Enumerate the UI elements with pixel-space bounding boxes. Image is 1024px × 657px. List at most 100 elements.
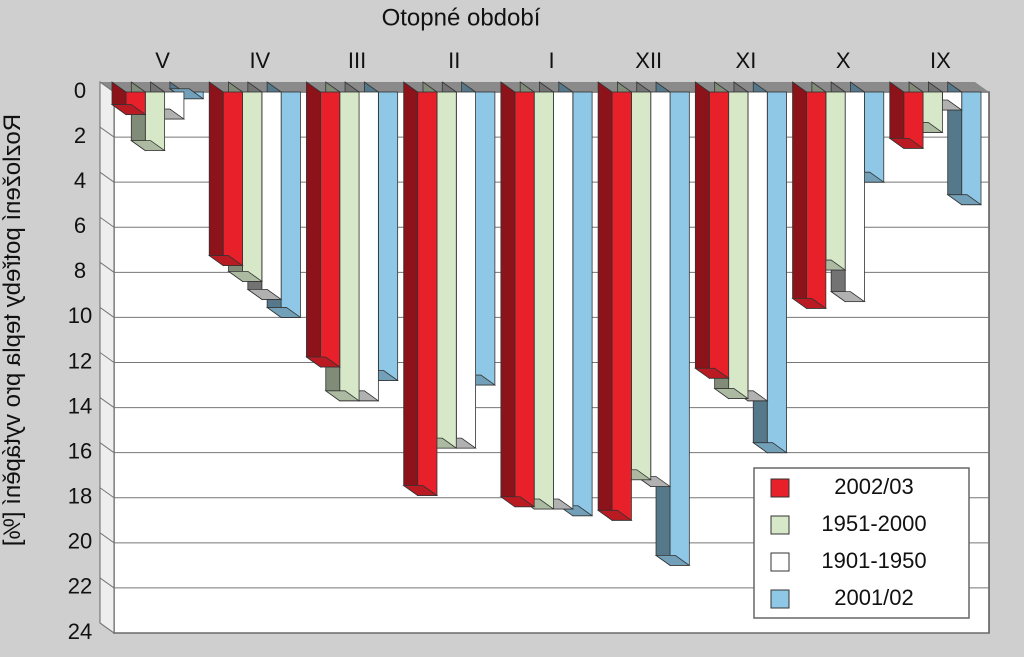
- bar: [499, 81, 536, 508]
- bar-side: [597, 81, 613, 522]
- bar-face: [728, 91, 749, 399]
- bar-end: [791, 297, 828, 309]
- bar-face: [377, 91, 399, 381]
- bar-end: [596, 509, 633, 521]
- bar-face: [844, 91, 865, 303]
- x-category-label: XI: [736, 48, 757, 73]
- bar-end: [227, 270, 264, 282]
- bar-face: [280, 91, 301, 318]
- bar: [305, 81, 341, 368]
- bar-side: [694, 81, 710, 380]
- legend-swatch: [770, 552, 790, 572]
- bar-end: [694, 367, 730, 379]
- gridline-depth: [99, 307, 115, 318]
- bar: [888, 81, 925, 150]
- bar: [946, 81, 983, 206]
- bar-face: [222, 91, 243, 266]
- bar-series: [110, 81, 983, 567]
- bar-face: [864, 91, 885, 183]
- gridline-depth: [99, 532, 115, 544]
- bar-end: [324, 390, 361, 402]
- x-category-label: X: [836, 48, 851, 73]
- bar-face: [611, 91, 632, 521]
- x-category-label: II: [448, 48, 460, 73]
- gridline-depth: [99, 577, 115, 589]
- bar-end: [246, 288, 283, 300]
- bar-face: [417, 91, 438, 496]
- x-category-label: IV: [249, 48, 270, 73]
- y-tick-label: 8: [74, 258, 86, 283]
- y-tick-label: 10: [68, 303, 92, 328]
- bar-end: [752, 442, 788, 454]
- x-category-label: XII: [635, 48, 662, 73]
- legend-label: 2002/03: [834, 474, 914, 499]
- bar-face: [747, 91, 768, 402]
- legend: 2002/03 1951-2000 1901-1950 2001/02: [753, 467, 970, 619]
- y-tick-label: 22: [68, 574, 92, 599]
- bar-side: [403, 81, 419, 497]
- x-category-label: I: [548, 48, 554, 73]
- bar-end: [829, 291, 866, 303]
- y-tick-label: 16: [68, 438, 92, 463]
- bar-end: [130, 140, 166, 152]
- bar-face: [436, 91, 457, 449]
- x-category-label: III: [348, 48, 366, 73]
- bar: [791, 81, 828, 310]
- bar-face: [766, 91, 787, 454]
- gridline-depth: [99, 352, 115, 363]
- bar-face: [806, 91, 827, 309]
- bar-face: [825, 91, 846, 271]
- bar-end: [946, 194, 983, 206]
- bar-end: [499, 496, 536, 508]
- y-tick-label: 6: [74, 213, 86, 238]
- gridline-depth: [99, 216, 115, 228]
- bar-face: [358, 91, 379, 402]
- bar-side: [500, 81, 516, 508]
- bar-end: [888, 137, 925, 149]
- bar: [402, 81, 439, 497]
- gridline-depth: [99, 397, 115, 408]
- bar-face: [242, 91, 263, 282]
- bar-face: [650, 91, 671, 487]
- chart-title: Otopné období: [382, 4, 541, 31]
- bar-face: [320, 91, 341, 368]
- bar-face: [961, 91, 982, 206]
- y-tick-label: 20: [68, 529, 92, 554]
- y-tick-label: 12: [68, 348, 92, 373]
- legend-swatch: [770, 478, 790, 498]
- y-tick-label: 14: [68, 393, 92, 418]
- bar-face: [339, 91, 360, 402]
- y-tick-label: 18: [68, 484, 92, 509]
- legend-swatch: [770, 589, 790, 609]
- bar: [207, 81, 244, 267]
- bar-face: [708, 91, 730, 379]
- gridline-depth: [99, 126, 115, 138]
- bar: [110, 81, 147, 116]
- bar-face: [261, 91, 282, 300]
- bar-end: [305, 356, 341, 368]
- bar-face: [669, 91, 690, 566]
- bar-end: [402, 485, 439, 496]
- bar: [596, 81, 633, 522]
- gridline-depth: [99, 487, 115, 499]
- bar-face: [533, 91, 554, 510]
- gridline-depth: [99, 261, 115, 273]
- legend-label: 1901-1950: [821, 548, 926, 573]
- bar-side: [208, 81, 224, 267]
- bar-face: [572, 91, 593, 517]
- bar-end: [713, 388, 750, 399]
- bar-face: [475, 91, 496, 386]
- y-tick-label: 2: [74, 123, 86, 148]
- bar-face: [455, 91, 476, 449]
- bar-end: [110, 104, 147, 115]
- bar-face: [514, 91, 535, 508]
- y-tick-label: 4: [74, 168, 86, 193]
- bar-end: [654, 554, 691, 566]
- gridline-depth: [99, 442, 115, 454]
- legend-swatch: [770, 515, 790, 535]
- y-axis-title: Rozložení potřeby tepla pro vytápění [%]: [0, 114, 26, 546]
- y-tick-label: 24: [68, 619, 92, 644]
